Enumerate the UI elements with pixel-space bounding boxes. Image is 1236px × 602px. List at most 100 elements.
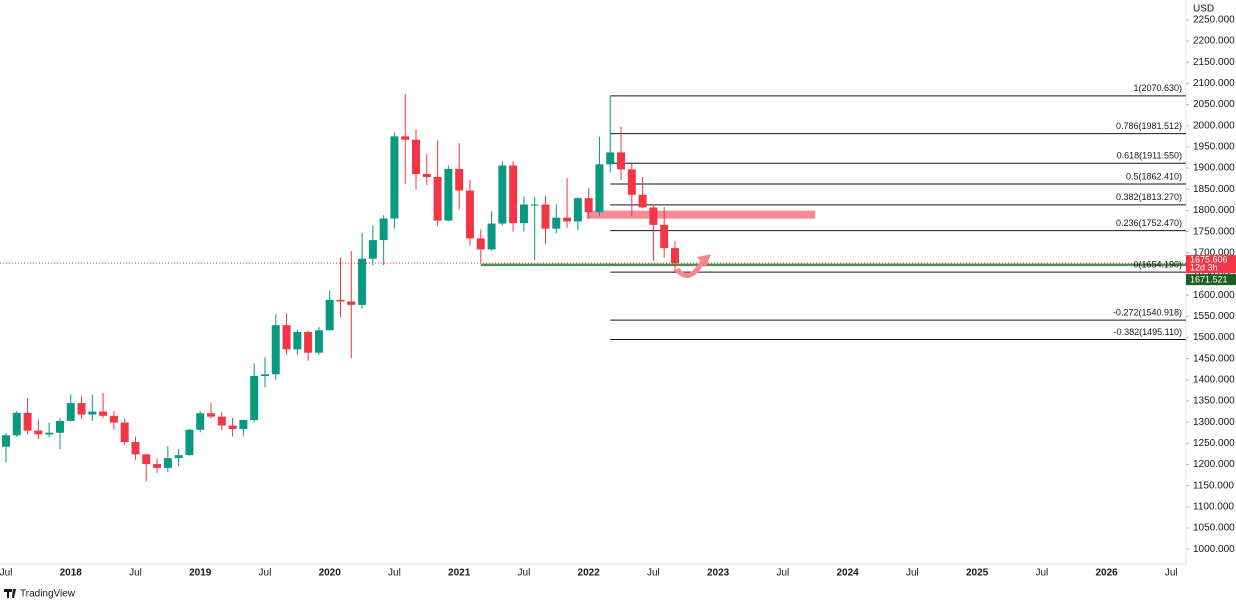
resistance-zone — [586, 210, 816, 219]
y-tick-label: 2200.000 — [1193, 36, 1235, 47]
candle-body — [45, 432, 54, 435]
y-tick-label: 1650.000 — [1193, 269, 1235, 280]
y-tick-label: 1350.000 — [1193, 396, 1235, 407]
y-tick-label: 1750.000 — [1193, 226, 1235, 237]
candle-body — [573, 198, 582, 222]
currency-label: USD — [1193, 4, 1214, 15]
candle-body — [55, 420, 64, 433]
x-tick-label: 2021 — [448, 568, 471, 579]
x-tick-label: Jul — [0, 568, 12, 579]
candle-body — [455, 168, 464, 191]
candle-body — [228, 425, 237, 429]
y-tick-label: 1950.000 — [1193, 142, 1235, 153]
y-tick-label: 2100.000 — [1193, 78, 1235, 89]
candle-body — [422, 174, 431, 177]
x-tick-label: 2022 — [578, 568, 601, 579]
candle-body — [595, 164, 604, 213]
candle-body — [120, 422, 129, 443]
x-tick-label: Jul — [259, 568, 272, 579]
support-tag — [1186, 274, 1236, 286]
x-tick-label: 2018 — [60, 568, 83, 579]
arrow-annotation — [674, 259, 706, 278]
y-tick-label: 1200.000 — [1193, 459, 1235, 470]
candle-body — [336, 299, 345, 302]
fib-label: -0.382(1495.110) — [1114, 327, 1182, 337]
candle-body — [239, 420, 248, 429]
candle-body — [217, 416, 226, 426]
candle-body — [153, 464, 162, 468]
x-tick-label: 2024 — [836, 568, 859, 579]
candle-body — [304, 331, 313, 353]
candle-body — [617, 152, 626, 170]
fib-label: 0.236(1752.470) — [1116, 218, 1182, 228]
candle-body — [638, 194, 647, 208]
x-tick-label: Jul — [1165, 568, 1178, 579]
x-tick-label: Jul — [129, 568, 142, 579]
x-tick-label: Jul — [647, 568, 660, 579]
candle-body — [584, 198, 593, 213]
fib-label: 0.618(1911.550) — [1117, 151, 1182, 161]
y-tick-label: 1300.000 — [1193, 417, 1235, 428]
support-tag-label: 1671.521 — [1190, 274, 1228, 284]
x-tick-label: Jul — [776, 568, 789, 579]
x-tick-label: 2019 — [189, 568, 212, 579]
candle-body — [390, 136, 399, 219]
candle-body — [530, 204, 539, 206]
fib-label: 0(1654.190) — [1133, 260, 1182, 270]
candle-body — [541, 204, 550, 229]
candle-body — [412, 139, 421, 175]
y-tick-label: 1400.000 — [1193, 374, 1235, 385]
last-price-tag — [1186, 255, 1236, 274]
candle-body — [260, 374, 269, 376]
brand-logo — [4, 589, 16, 598]
candle-body — [379, 218, 388, 241]
candle-body — [109, 415, 118, 423]
y-tick-label: 1250.000 — [1193, 438, 1235, 449]
candle-body — [174, 455, 183, 459]
candle-body — [2, 435, 10, 447]
x-tick-label: 2026 — [1095, 568, 1118, 579]
candle-body — [660, 224, 669, 249]
candle-body — [519, 204, 528, 224]
fib-label: 0.786(1981.512) — [1116, 121, 1182, 131]
x-tick-label: Jul — [518, 568, 531, 579]
countdown-label: 12d 3h — [1190, 262, 1218, 272]
y-tick-label: 1500.000 — [1193, 332, 1235, 343]
arrow-head — [696, 254, 711, 268]
candle-body — [509, 165, 518, 224]
candle-body — [142, 454, 151, 465]
candle-body — [271, 325, 280, 375]
candle-body — [498, 165, 507, 224]
candle-body — [12, 412, 21, 436]
candle-body — [627, 169, 636, 195]
candle-body — [476, 238, 485, 250]
y-tick-label: 1150.000 — [1193, 480, 1234, 491]
candle-body — [649, 207, 658, 225]
candle-body — [401, 136, 410, 140]
last-price-label: 1675.606 — [1190, 254, 1228, 264]
candle-body — [77, 403, 86, 415]
candle-body — [358, 258, 367, 305]
x-tick-label: 2020 — [319, 568, 342, 579]
y-tick-label: 2150.000 — [1193, 57, 1235, 68]
candle-body — [606, 152, 615, 165]
candle-body — [325, 299, 334, 331]
x-tick-label: 2023 — [707, 568, 730, 579]
y-tick-label: 1550.000 — [1193, 311, 1235, 322]
x-tick-label: Jul — [388, 568, 401, 579]
candle-body — [282, 325, 291, 350]
y-tick-label: 2250.000 — [1193, 15, 1235, 26]
x-tick-label: Jul — [906, 568, 919, 579]
y-tick-label: 2000.000 — [1193, 120, 1235, 131]
candle-body — [34, 430, 43, 435]
y-tick-label: 1050.000 — [1193, 523, 1235, 534]
candle-body — [487, 223, 496, 250]
fib-label: 1(2070.630) — [1133, 83, 1182, 93]
candle-body — [293, 331, 302, 350]
candle-body — [23, 412, 32, 431]
candle-body — [185, 429, 194, 456]
candle-body — [88, 411, 97, 415]
y-tick-label: 2050.000 — [1193, 99, 1235, 110]
candle-body — [66, 403, 75, 421]
